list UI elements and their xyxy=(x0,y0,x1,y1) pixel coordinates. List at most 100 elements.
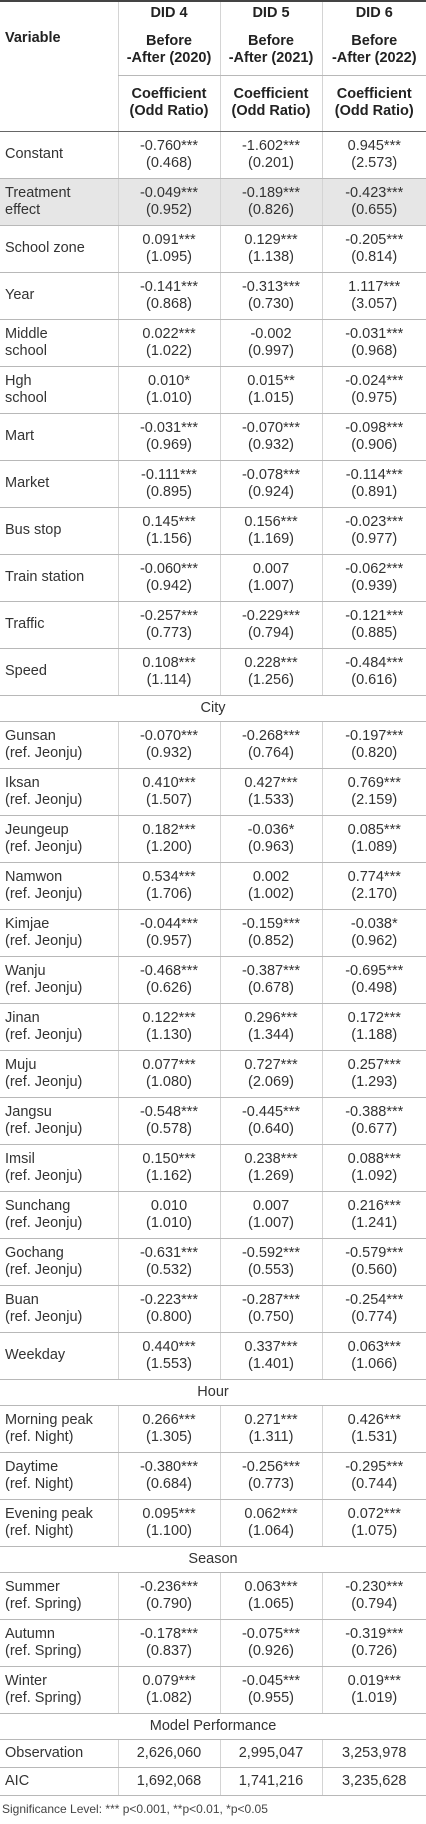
value-cell: -0.024*** (0.975) xyxy=(321,366,426,414)
value-cell: -0.387*** (0.678) xyxy=(219,956,322,1004)
value-cell: -0.036* (0.963) xyxy=(219,815,322,863)
data-row: Winter (ref. Spring) 0.079*** (1.082) -0.045… xyxy=(0,1666,426,1714)
variable-label: Hgh school xyxy=(0,366,118,414)
value-line: (1.095) xyxy=(146,248,192,265)
value-line: -0.159*** xyxy=(241,915,301,932)
value-line: 0.410*** xyxy=(142,774,196,791)
model-header: DID 6 xyxy=(321,1,426,25)
value-line: -0.445*** xyxy=(241,1103,301,1120)
value-cell: -0.236*** (0.790) xyxy=(117,1572,220,1620)
value-cell: 0.062*** (1.064) xyxy=(219,1499,322,1547)
value-cell: 0.727*** (2.069) xyxy=(219,1050,322,1098)
label-line: Market xyxy=(5,475,50,491)
value-cell: 0.257*** (1.293) xyxy=(321,1050,426,1098)
value-line: 0.002 xyxy=(252,868,290,885)
value-line: -0.049*** xyxy=(139,184,199,201)
label-line: (ref. Jeonju) xyxy=(5,1214,83,1231)
value-line: (0.794) xyxy=(351,1595,398,1612)
value-line: -0.319*** xyxy=(345,1625,404,1642)
value-cell: 0.172*** (1.188) xyxy=(321,1003,426,1051)
period-line: -After (2021) xyxy=(228,49,314,66)
value-cell: 0.088*** (1.092) xyxy=(321,1144,426,1192)
value-cell: 2,995,047 xyxy=(219,1739,322,1768)
variable-label: Year xyxy=(0,272,118,320)
data-row: Wanju (ref. Jeonju) -0.468*** (0.626) -0.387… xyxy=(0,956,426,1004)
data-row: Namwon (ref. Jeonju) 0.534*** (1.706) 0.002(… xyxy=(0,862,426,910)
value-line: (0.678) xyxy=(248,979,294,996)
value-cell: -0.189*** (0.826) xyxy=(219,178,322,226)
value-line: (1.138) xyxy=(248,248,294,265)
value-line: 2,626,060 xyxy=(136,1744,202,1761)
value-cell: -0.445*** (0.640) xyxy=(219,1097,322,1145)
value-line: 0.010* xyxy=(148,372,190,389)
value-line: (1.169) xyxy=(248,530,294,547)
value-cell: 0.072*** (1.075) xyxy=(321,1499,426,1547)
variable-label: Weekday xyxy=(0,1332,118,1380)
value-line: 0.156*** xyxy=(244,513,298,530)
data-row: Treatment effect -0.049*** (0.952) -0.189***… xyxy=(0,178,426,226)
value-cell: 0.010 (1.010) xyxy=(117,1191,220,1239)
value-line: (1.002) xyxy=(248,885,294,902)
value-cell: 0.769*** (2.159) xyxy=(321,768,426,816)
section-row: Season xyxy=(0,1546,426,1573)
value-line: (0.942) xyxy=(146,577,192,594)
value-cell: 0.002 (1.002) xyxy=(219,862,322,910)
value-line: (0.891) xyxy=(351,483,398,500)
value-line: 0.266*** xyxy=(142,1411,196,1428)
measure-line: Coefficient xyxy=(233,86,309,102)
value-line: (0.553) xyxy=(248,1261,294,1278)
value-line: -0.268*** xyxy=(241,727,301,744)
variable-label: Summer (ref. Spring) xyxy=(0,1572,118,1620)
value-line: (0.962) xyxy=(351,932,398,949)
variable-label: Observation xyxy=(0,1739,118,1768)
value-cell: -0.070*** (0.932) xyxy=(117,721,220,769)
value-line: (1.089) xyxy=(351,838,398,855)
data-row: School zone 0.091*** (1.095) 0.129*** (1.138… xyxy=(0,225,426,273)
value-line: -0.197*** xyxy=(345,727,404,744)
value-line: (0.560) xyxy=(351,1261,398,1278)
value-line: 0.079*** xyxy=(142,1672,196,1689)
value-line: (1.064) xyxy=(248,1522,294,1539)
value-line: -0.254*** xyxy=(345,1291,404,1308)
label-line: Jeungeup xyxy=(5,821,69,838)
value-line: (1.188) xyxy=(351,1026,398,1043)
label-line: Imsil xyxy=(5,1150,35,1167)
value-cell: -0.141*** (0.868) xyxy=(117,272,220,320)
value-line: -0.257*** xyxy=(139,607,199,624)
value-line: (0.794) xyxy=(248,624,294,641)
value-cell: -0.313*** (0.730) xyxy=(219,272,322,320)
value-line: (1.533) xyxy=(248,791,294,808)
value-cell: 0.063*** (1.066) xyxy=(321,1332,426,1380)
value-cell: -0.287*** (0.750) xyxy=(219,1285,322,1333)
section-row: City xyxy=(0,695,426,722)
value-line: (1.130) xyxy=(146,1026,192,1043)
value-line: (1.311) xyxy=(248,1428,294,1445)
value-line: -0.023*** xyxy=(345,513,404,530)
value-cell: 2,626,060 xyxy=(117,1739,220,1768)
data-row: Bus stop 0.145*** (1.156) 0.156*** (1.169) -0… xyxy=(0,507,426,555)
value-line: 0.945*** xyxy=(347,137,401,154)
label-line: Observation xyxy=(5,1744,84,1761)
label-line: Winter xyxy=(5,1672,47,1689)
value-line: -0.229*** xyxy=(241,607,301,624)
value-line: (1.553) xyxy=(146,1355,192,1372)
variable-label: Treatment effect xyxy=(0,178,118,226)
value-cell: -0.111*** (0.895) xyxy=(117,460,220,508)
value-line: 3,253,978 xyxy=(341,1744,407,1761)
value-cell: 1,692,068 xyxy=(117,1767,220,1796)
variable-label: Kimjae (ref. Jeonju) xyxy=(0,909,118,957)
value-line: -0.295*** xyxy=(345,1458,404,1475)
variable-label: Jangsu (ref. Jeonju) xyxy=(0,1097,118,1145)
data-row: Constant -0.760*** (0.468) -1.602*** (0.201)… xyxy=(0,131,426,179)
value-line: (0.895) xyxy=(146,483,192,500)
value-line: (0.655) xyxy=(351,201,398,218)
value-line: -0.114*** xyxy=(345,466,403,483)
value-cell: -0.579*** (0.560) xyxy=(321,1238,426,1286)
value-line: 1,741,216 xyxy=(238,1772,304,1789)
section-title: Season xyxy=(0,1546,426,1573)
value-line: (0.640) xyxy=(248,1120,294,1137)
measure-line: Coefficient xyxy=(336,86,412,102)
value-line: (1.256) xyxy=(248,671,294,688)
